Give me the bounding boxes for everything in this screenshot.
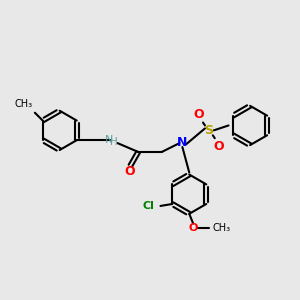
Text: CH₃: CH₃	[15, 99, 33, 109]
Text: O: O	[124, 165, 135, 178]
Text: H: H	[110, 137, 118, 147]
Text: CH₃: CH₃	[213, 223, 231, 232]
Text: N: N	[105, 135, 113, 145]
Text: S: S	[204, 124, 213, 137]
Text: O: O	[194, 108, 204, 121]
Text: O: O	[213, 140, 224, 153]
Text: O: O	[188, 223, 198, 232]
Text: Cl: Cl	[143, 201, 154, 211]
Text: N: N	[177, 136, 188, 148]
